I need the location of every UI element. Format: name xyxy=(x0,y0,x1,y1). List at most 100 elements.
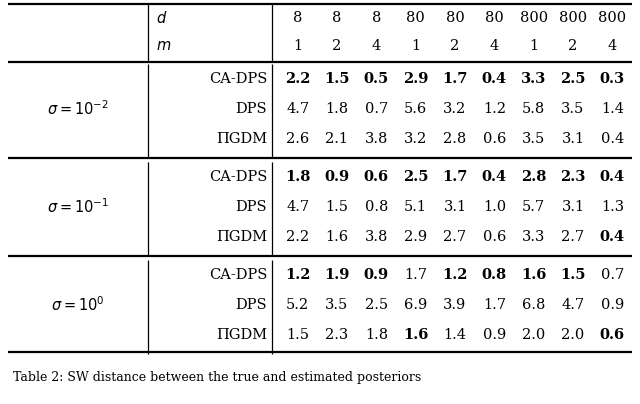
Text: 3.1: 3.1 xyxy=(561,132,584,146)
Text: 2.7: 2.7 xyxy=(444,230,467,244)
Text: 3.5: 3.5 xyxy=(522,132,545,146)
Text: ΠGDM: ΠGDM xyxy=(216,230,267,244)
Text: 1.6: 1.6 xyxy=(403,328,428,341)
Text: $d$: $d$ xyxy=(156,10,167,26)
Text: 8: 8 xyxy=(293,11,302,25)
Text: 0.4: 0.4 xyxy=(600,230,625,244)
Text: 0.4: 0.4 xyxy=(482,72,507,86)
Text: 2.9: 2.9 xyxy=(403,72,428,86)
Text: 2.5: 2.5 xyxy=(365,298,388,311)
Text: 5.8: 5.8 xyxy=(522,102,545,116)
Text: 3.8: 3.8 xyxy=(365,230,388,244)
Text: 4.7: 4.7 xyxy=(561,298,584,311)
Text: 80: 80 xyxy=(445,11,465,25)
Text: 6.8: 6.8 xyxy=(522,298,545,311)
Text: ΠGDM: ΠGDM xyxy=(216,132,267,146)
Text: CA-DPS: CA-DPS xyxy=(209,170,267,184)
Text: 3.1: 3.1 xyxy=(444,200,467,214)
Text: 3.2: 3.2 xyxy=(404,132,428,146)
Text: 80: 80 xyxy=(406,11,425,25)
Text: $\sigma = 10^{-2}$: $\sigma = 10^{-2}$ xyxy=(47,99,109,118)
Text: 800: 800 xyxy=(520,11,548,25)
Text: Table 2: SW distance between the true and estimated posteriors: Table 2: SW distance between the true an… xyxy=(13,371,421,384)
Text: 1.3: 1.3 xyxy=(601,200,624,214)
Text: 0.6: 0.6 xyxy=(483,132,506,146)
Text: 4.7: 4.7 xyxy=(286,200,309,214)
Text: 0.6: 0.6 xyxy=(483,230,506,244)
Text: 2.2: 2.2 xyxy=(286,230,309,244)
Text: 0.6: 0.6 xyxy=(364,170,389,184)
Text: 3.1: 3.1 xyxy=(561,200,584,214)
Text: 1.5: 1.5 xyxy=(560,267,586,282)
Text: 0.9: 0.9 xyxy=(324,170,349,184)
Text: 3.3: 3.3 xyxy=(522,230,545,244)
Text: 5.1: 5.1 xyxy=(404,200,427,214)
Text: 80: 80 xyxy=(485,11,504,25)
Text: 2: 2 xyxy=(451,39,460,53)
Text: 1.8: 1.8 xyxy=(365,328,388,341)
Text: 5.6: 5.6 xyxy=(404,102,428,116)
Text: 0.3: 0.3 xyxy=(600,72,625,86)
Text: 2.1: 2.1 xyxy=(326,132,349,146)
Text: 1.9: 1.9 xyxy=(324,267,349,282)
Text: 4: 4 xyxy=(490,39,499,53)
Text: 2.0: 2.0 xyxy=(522,328,545,341)
Text: 1: 1 xyxy=(529,39,538,53)
Text: 1.7: 1.7 xyxy=(483,298,506,311)
Text: 1: 1 xyxy=(293,39,302,53)
Text: 1.0: 1.0 xyxy=(483,200,506,214)
Text: 6.9: 6.9 xyxy=(404,298,428,311)
Text: 1.4: 1.4 xyxy=(444,328,467,341)
Text: 2.3: 2.3 xyxy=(325,328,349,341)
Text: 0.9: 0.9 xyxy=(601,298,624,311)
Text: 3.9: 3.9 xyxy=(444,298,467,311)
Text: 2.5: 2.5 xyxy=(403,170,428,184)
Text: 1.7: 1.7 xyxy=(404,267,427,282)
Text: 2.9: 2.9 xyxy=(404,230,428,244)
Text: CA-DPS: CA-DPS xyxy=(209,267,267,282)
Text: $m$: $m$ xyxy=(156,39,172,53)
Text: 0.4: 0.4 xyxy=(482,170,507,184)
Text: 0.7: 0.7 xyxy=(365,102,388,116)
Text: 1.5: 1.5 xyxy=(286,328,309,341)
Text: 1.4: 1.4 xyxy=(601,102,624,116)
Text: 2.5: 2.5 xyxy=(560,72,586,86)
Text: 1.6: 1.6 xyxy=(325,230,349,244)
Text: 0.4: 0.4 xyxy=(600,170,625,184)
Text: 0.8: 0.8 xyxy=(365,200,388,214)
Text: 2.8: 2.8 xyxy=(521,170,547,184)
Text: 0.8: 0.8 xyxy=(482,267,507,282)
Text: 1.8: 1.8 xyxy=(325,102,349,116)
Text: 3.5: 3.5 xyxy=(561,102,584,116)
Text: 1.5: 1.5 xyxy=(324,72,349,86)
Text: 8: 8 xyxy=(332,11,342,25)
Text: 2.0: 2.0 xyxy=(561,328,584,341)
Text: 3.3: 3.3 xyxy=(521,72,547,86)
Text: 2: 2 xyxy=(568,39,578,53)
Text: $\sigma = 10^{-1}$: $\sigma = 10^{-1}$ xyxy=(47,198,109,216)
Text: DPS: DPS xyxy=(236,298,267,311)
Text: ΠGDM: ΠGDM xyxy=(216,328,267,341)
Text: 800: 800 xyxy=(559,11,587,25)
Text: 3.2: 3.2 xyxy=(444,102,467,116)
Text: 1.5: 1.5 xyxy=(326,200,349,214)
Text: 2.2: 2.2 xyxy=(285,72,310,86)
Text: DPS: DPS xyxy=(236,200,267,214)
Text: 2.8: 2.8 xyxy=(444,132,467,146)
Text: 2.3: 2.3 xyxy=(560,170,586,184)
Text: 3.8: 3.8 xyxy=(365,132,388,146)
Text: 2.7: 2.7 xyxy=(561,230,584,244)
Text: 2: 2 xyxy=(332,39,342,53)
Text: 0.9: 0.9 xyxy=(364,267,389,282)
Text: 4: 4 xyxy=(608,39,617,53)
Text: 2.6: 2.6 xyxy=(286,132,309,146)
Text: 1.6: 1.6 xyxy=(521,267,547,282)
Text: 0.6: 0.6 xyxy=(600,328,625,341)
Text: 0.9: 0.9 xyxy=(483,328,506,341)
Text: 1.8: 1.8 xyxy=(285,170,310,184)
Text: 4: 4 xyxy=(372,39,381,53)
Text: 1.2: 1.2 xyxy=(285,267,310,282)
Text: 1.7: 1.7 xyxy=(442,170,468,184)
Text: CA-DPS: CA-DPS xyxy=(209,72,267,86)
Text: 1.7: 1.7 xyxy=(442,72,468,86)
